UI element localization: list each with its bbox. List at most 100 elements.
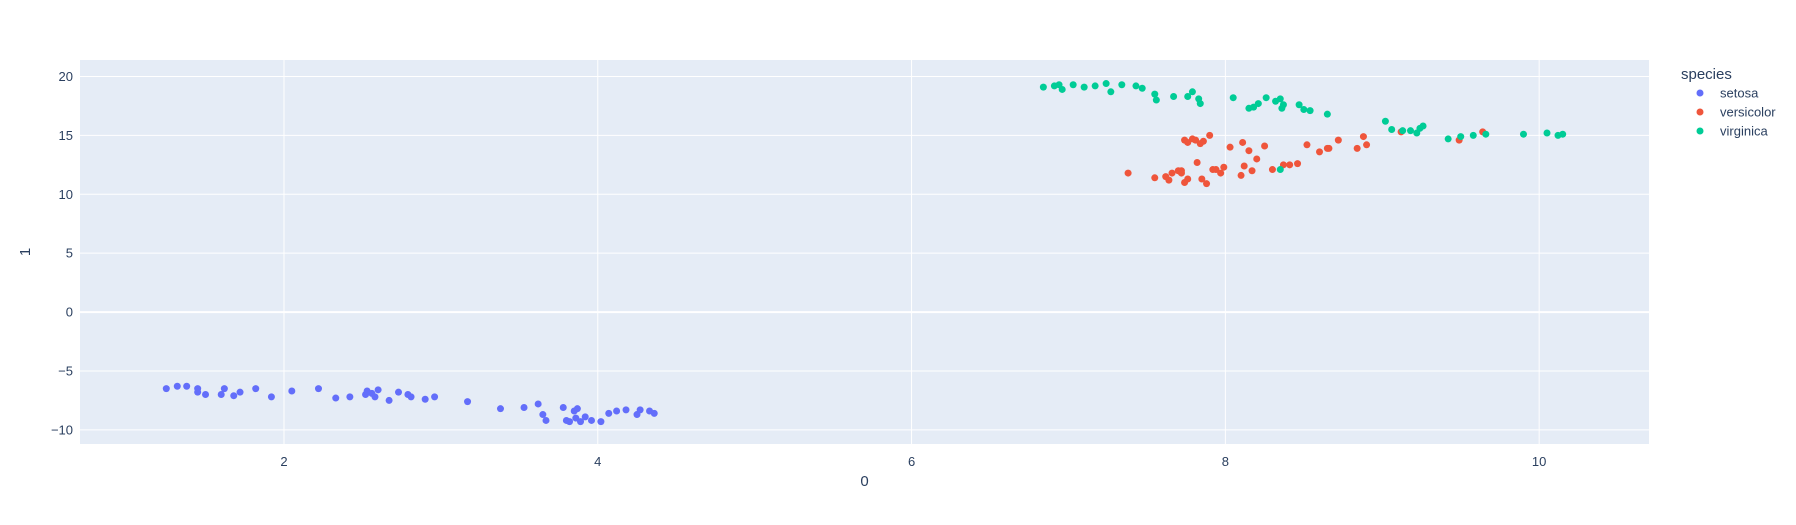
virginica-point[interactable] xyxy=(1058,85,1066,93)
setosa-point[interactable] xyxy=(236,388,244,396)
versicolor-point[interactable] xyxy=(1240,162,1248,170)
versicolor-point[interactable] xyxy=(1198,175,1206,183)
legend-item-setosa[interactable]: setosa xyxy=(1696,86,1760,101)
versicolor-point[interactable] xyxy=(1248,167,1256,175)
versicolor-point[interactable] xyxy=(1286,161,1294,169)
versicolor-point[interactable] xyxy=(1239,138,1247,146)
virginica-point[interactable] xyxy=(1482,130,1490,138)
virginica-point[interactable] xyxy=(1276,95,1284,103)
setosa-point[interactable] xyxy=(374,386,382,394)
setosa-point[interactable] xyxy=(230,392,238,400)
versicolor-point[interactable] xyxy=(1168,169,1176,177)
versicolor-point[interactable] xyxy=(1253,155,1261,163)
setosa-point[interactable] xyxy=(162,385,170,393)
versicolor-point[interactable] xyxy=(1237,171,1245,179)
virginica-point[interactable] xyxy=(1295,101,1303,109)
legend-item-versicolor[interactable]: versicolor xyxy=(1696,105,1777,120)
versicolor-point[interactable] xyxy=(1294,160,1302,168)
virginica-point[interactable] xyxy=(1069,81,1077,89)
versicolor-point[interactable] xyxy=(1261,142,1269,150)
versicolor-point[interactable] xyxy=(1193,158,1201,166)
setosa-point[interactable] xyxy=(421,395,429,403)
setosa-point[interactable] xyxy=(464,398,472,406)
setosa-point[interactable] xyxy=(202,391,210,399)
virginica-point[interactable] xyxy=(1091,82,1099,90)
setosa-point[interactable] xyxy=(314,385,322,393)
virginica-point[interactable] xyxy=(1407,127,1415,135)
virginica-point[interactable] xyxy=(1118,81,1126,89)
versicolor-point[interactable] xyxy=(1303,141,1311,149)
versicolor-point[interactable] xyxy=(1334,136,1342,144)
versicolor-point[interactable] xyxy=(1124,169,1132,177)
setosa-point[interactable] xyxy=(587,416,595,424)
virginica-point[interactable] xyxy=(1080,83,1088,91)
setosa-point[interactable] xyxy=(636,406,644,414)
versicolor-point[interactable] xyxy=(1359,133,1367,141)
setosa-point[interactable] xyxy=(217,391,225,399)
setosa-point[interactable] xyxy=(173,382,181,390)
setosa-point[interactable] xyxy=(520,403,528,411)
virginica-point[interactable] xyxy=(1254,100,1262,108)
virginica-point[interactable] xyxy=(1469,131,1477,139)
versicolor-point[interactable] xyxy=(1363,141,1371,149)
setosa-point[interactable] xyxy=(539,411,547,419)
virginica-point[interactable] xyxy=(1262,94,1270,102)
virginica-point[interactable] xyxy=(1132,82,1140,90)
virginica-point[interactable] xyxy=(1419,122,1427,130)
virginica-point[interactable] xyxy=(1188,88,1196,96)
virginica-point[interactable] xyxy=(1107,88,1115,96)
versicolor-point[interactable] xyxy=(1184,175,1192,183)
setosa-point[interactable] xyxy=(371,393,379,401)
setosa-point[interactable] xyxy=(559,403,567,411)
setosa-point[interactable] xyxy=(622,406,630,414)
setosa-point[interactable] xyxy=(597,418,605,426)
legend-item-virginica[interactable]: virginica xyxy=(1696,124,1769,139)
virginica-point[interactable] xyxy=(1388,125,1396,133)
setosa-point[interactable] xyxy=(573,405,581,413)
versicolor-point[interactable] xyxy=(1199,137,1207,145)
virginica-point[interactable] xyxy=(1519,130,1527,138)
setosa-point[interactable] xyxy=(534,400,542,408)
versicolor-point[interactable] xyxy=(1226,143,1234,151)
setosa-point[interactable] xyxy=(332,394,340,402)
setosa-point[interactable] xyxy=(252,385,260,393)
setosa-point[interactable] xyxy=(496,405,504,413)
virginica-point[interactable] xyxy=(1138,84,1146,92)
virginica-point[interactable] xyxy=(1170,93,1178,101)
versicolor-point[interactable] xyxy=(1217,169,1225,177)
legend[interactable]: species setosa versicolor virginica xyxy=(1681,66,1776,139)
setosa-point[interactable] xyxy=(267,393,275,401)
virginica-point[interactable] xyxy=(1399,127,1407,135)
setosa-point[interactable] xyxy=(581,413,589,421)
versicolor-point[interactable] xyxy=(1325,144,1333,152)
virginica-point[interactable] xyxy=(1323,110,1331,118)
virginica-point[interactable] xyxy=(1184,93,1192,101)
setosa-point[interactable] xyxy=(605,409,613,417)
virginica-point[interactable] xyxy=(1276,166,1284,174)
setosa-point[interactable] xyxy=(650,409,658,417)
versicolor-point[interactable] xyxy=(1220,163,1228,171)
virginica-point[interactable] xyxy=(1444,135,1452,143)
versicolor-point[interactable] xyxy=(1245,147,1253,155)
versicolor-point[interactable] xyxy=(1203,180,1211,188)
virginica-point[interactable] xyxy=(1543,129,1551,137)
setosa-point[interactable] xyxy=(385,396,393,404)
setosa-point[interactable] xyxy=(431,393,439,401)
setosa-point[interactable] xyxy=(183,382,191,390)
virginica-point[interactable] xyxy=(1039,83,1047,91)
virginica-point[interactable] xyxy=(1102,80,1110,88)
setosa-point[interactable] xyxy=(542,416,550,424)
versicolor-point[interactable] xyxy=(1177,167,1185,175)
setosa-point[interactable] xyxy=(220,385,228,393)
setosa-point[interactable] xyxy=(194,388,202,396)
versicolor-point[interactable] xyxy=(1353,144,1361,152)
virginica-point[interactable] xyxy=(1196,100,1204,108)
virginica-point[interactable] xyxy=(1229,94,1237,102)
setosa-point[interactable] xyxy=(346,393,354,401)
setosa-point[interactable] xyxy=(395,388,403,396)
versicolor-point[interactable] xyxy=(1316,148,1324,156)
virginica-point[interactable] xyxy=(1279,101,1287,109)
virginica-point[interactable] xyxy=(1457,133,1465,141)
versicolor-point[interactable] xyxy=(1151,174,1159,182)
virginica-point[interactable] xyxy=(1306,107,1314,115)
